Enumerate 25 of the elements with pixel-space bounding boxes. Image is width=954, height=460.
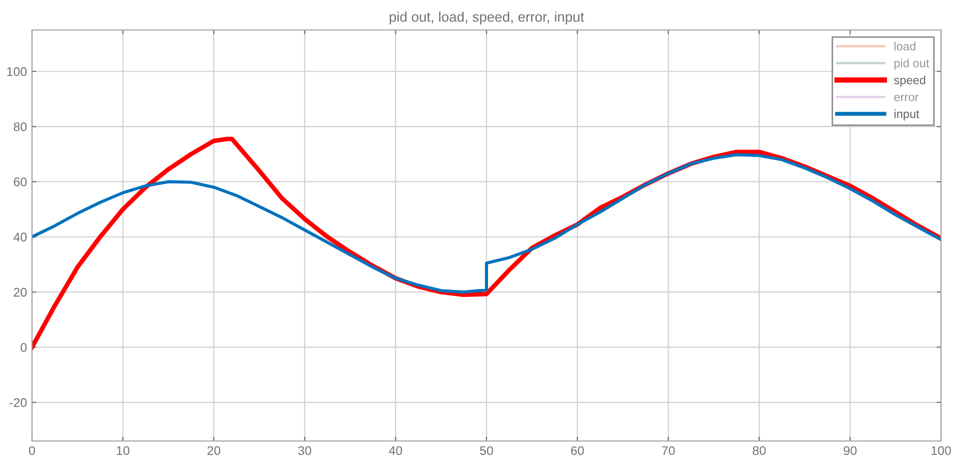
- legend-label: input: [894, 109, 920, 120]
- x-tick-label: 40: [388, 446, 402, 456]
- x-tick-label: 20: [207, 446, 220, 456]
- y-tick-label: -20: [10, 398, 27, 408]
- y-tick-label: 0: [20, 343, 27, 352]
- x-tick-label: 80: [752, 446, 766, 456]
- chart-title: pid out, load, speed, error, input: [390, 12, 584, 25]
- x-tick-label: 100: [932, 446, 951, 456]
- x-tick-label: 70: [662, 446, 675, 456]
- x-tick-label: 10: [116, 446, 130, 456]
- legend-label: pid out: [894, 58, 930, 70]
- y-tick-label: 20: [14, 288, 27, 297]
- x-tick-label: 60: [571, 446, 584, 456]
- x-tick-label: 30: [298, 446, 312, 456]
- y-tick-label: 100: [7, 67, 27, 76]
- x-tick-label: 90: [844, 446, 857, 456]
- x-tick-label: 0: [29, 446, 35, 456]
- x-tick-label: 50: [480, 446, 493, 456]
- y-tick-label: 40: [14, 232, 27, 242]
- legend-label: load: [894, 42, 916, 50]
- line-series: [32, 153, 941, 294]
- legend-label: error: [894, 94, 918, 102]
- y-tick-label: 80: [14, 122, 27, 132]
- legend-label: speed: [894, 76, 926, 87]
- y-tick-label: 60: [14, 178, 27, 186]
